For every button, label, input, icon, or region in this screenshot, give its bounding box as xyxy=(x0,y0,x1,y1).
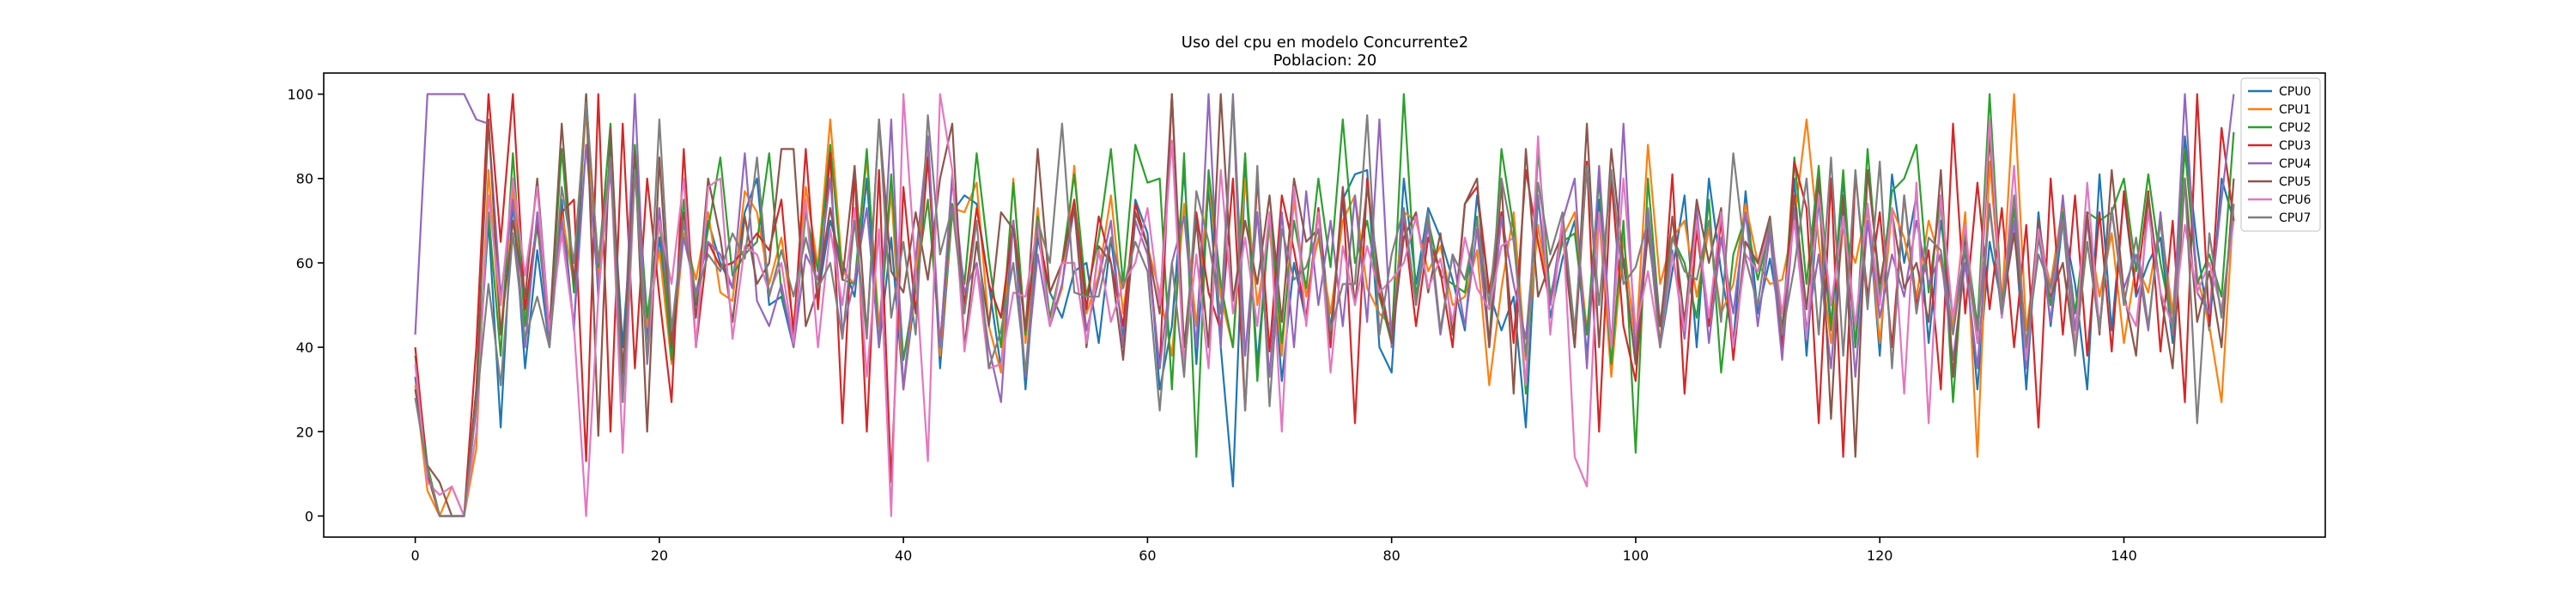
y-tick-label: 60 xyxy=(296,255,313,272)
y-tick-label: 80 xyxy=(296,171,313,187)
y-tick-label: 100 xyxy=(287,87,313,103)
legend-label: CPU6 xyxy=(2279,193,2311,207)
legend-label: CPU0 xyxy=(2279,85,2311,99)
x-tick-label: 140 xyxy=(2111,547,2137,564)
legend-label: CPU5 xyxy=(2279,175,2311,189)
chart-title: Uso del cpu en modelo Concurrente2 xyxy=(1182,34,1468,52)
legend-label: CPU7 xyxy=(2279,211,2311,225)
x-tick-label: 0 xyxy=(411,547,420,564)
legend-label: CPU3 xyxy=(2279,139,2311,153)
plot-area xyxy=(323,72,2326,538)
series-line-cpu2 xyxy=(414,93,2235,517)
x-tick-label: 120 xyxy=(1867,547,1893,564)
legend-label: CPU2 xyxy=(2279,121,2311,135)
x-tick-label: 20 xyxy=(651,547,668,564)
x-tick-label: 80 xyxy=(1382,547,1400,564)
series-line-cpu6 xyxy=(414,93,2235,517)
x-tick-label: 100 xyxy=(1623,547,1649,564)
legend: CPU0 CPU1 CPU2 CPU3 CPU4 CPU5 CPU6 CPU7 xyxy=(2240,77,2321,232)
chart-subtitle: Poblacion: 20 xyxy=(1273,52,1377,70)
y-axis: 0 20 40 60 80 100 xyxy=(287,87,324,524)
series-line-cpu7 xyxy=(414,97,2235,517)
legend-label: CPU4 xyxy=(2279,157,2311,171)
x-tick-label: 60 xyxy=(1139,547,1156,564)
y-tick-label: 0 xyxy=(305,508,313,524)
y-tick-label: 40 xyxy=(296,339,313,356)
x-axis: 0 20 40 60 80 100 120 140 xyxy=(411,537,2137,564)
series-group xyxy=(414,93,2235,517)
legend-frame xyxy=(2240,77,2321,232)
y-tick-label: 20 xyxy=(296,424,313,440)
legend-label: CPU1 xyxy=(2279,103,2311,117)
x-tick-label: 40 xyxy=(895,547,912,564)
series-line-cpu4 xyxy=(414,93,2235,403)
